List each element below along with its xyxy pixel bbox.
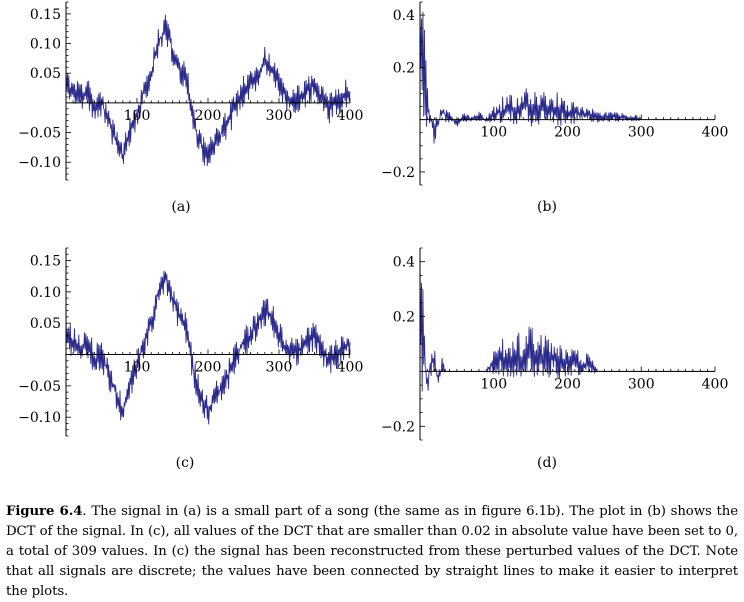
- figure-caption: Figure 6.4. The signal in (a) is a small…: [6, 502, 738, 602]
- x-tick-label: 300: [266, 360, 293, 376]
- x-tick-label: 100: [124, 360, 151, 376]
- y-tick-label: −0.2: [381, 165, 415, 181]
- x-tick-label: 400: [337, 108, 364, 124]
- figure-caption-text: . The signal in (a) is a small part of a…: [6, 504, 739, 600]
- panel-label: (b): [537, 199, 557, 215]
- y-tick-label: 0.4: [393, 8, 415, 24]
- y-tick-label: 0.10: [30, 37, 61, 53]
- x-tick-label: 400: [702, 125, 729, 141]
- x-tick-label: 200: [195, 360, 222, 376]
- x-tick-label: 400: [702, 376, 729, 392]
- x-tick-label: 300: [266, 108, 293, 124]
- y-tick-label: −0.2: [381, 419, 415, 435]
- x-tick-label: 100: [480, 125, 507, 141]
- y-tick-label: 0.4: [393, 255, 415, 271]
- panel-label: (a): [171, 199, 190, 215]
- x-tick-label: 100: [480, 376, 507, 392]
- panel-b: 100 200 300 400 0.4 0.2 −0.2 (b): [381, 1, 729, 215]
- panel-d: 100 200 300 400 0.4 0.2 −0.2 (d): [381, 247, 729, 471]
- y-tick-label: 0.10: [30, 285, 61, 301]
- figure-caption-label: Figure 6.4: [6, 504, 83, 520]
- y-tick-label: 0.05: [30, 316, 61, 332]
- panel-label: (c): [176, 455, 195, 471]
- panel-label: (d): [537, 455, 557, 471]
- x-tick-label: 100: [124, 108, 151, 124]
- y-tick-label: −0.05: [18, 379, 61, 395]
- y-tick-label: 0.2: [393, 60, 415, 76]
- x-tick-label: 300: [628, 376, 655, 392]
- y-tick-label: 0.15: [30, 7, 61, 23]
- x-tick-label: 300: [628, 125, 655, 141]
- figure-plots: 100 200 300 400 0.15 0.10 0.05 −0.05 −0.10 (a) 10…: [18, 1, 729, 471]
- panel-c: 100 200 300 400 0.15 0.10 0.05 −0.05 −0.10 (c): [18, 247, 364, 471]
- series-line: [419, 11, 642, 144]
- y-tick-label: 0.05: [30, 66, 61, 82]
- y-tick-label: 0.2: [393, 310, 415, 326]
- x-tick-label: 200: [554, 376, 581, 392]
- y-tick-label: −0.10: [18, 410, 61, 426]
- y-tick-label: −0.10: [18, 155, 61, 171]
- y-tick-label: −0.05: [18, 126, 61, 142]
- series-line: [65, 270, 351, 425]
- x-tick-label: 400: [337, 360, 364, 376]
- y-tick-label: 0.15: [30, 254, 61, 270]
- x-tick-label: 200: [195, 108, 222, 124]
- panel-a: 100 200 300 400 0.15 0.10 0.05 −0.05 −0.10 (a): [18, 1, 364, 215]
- series-line: [65, 14, 351, 167]
- x-tick-label: 200: [554, 125, 581, 141]
